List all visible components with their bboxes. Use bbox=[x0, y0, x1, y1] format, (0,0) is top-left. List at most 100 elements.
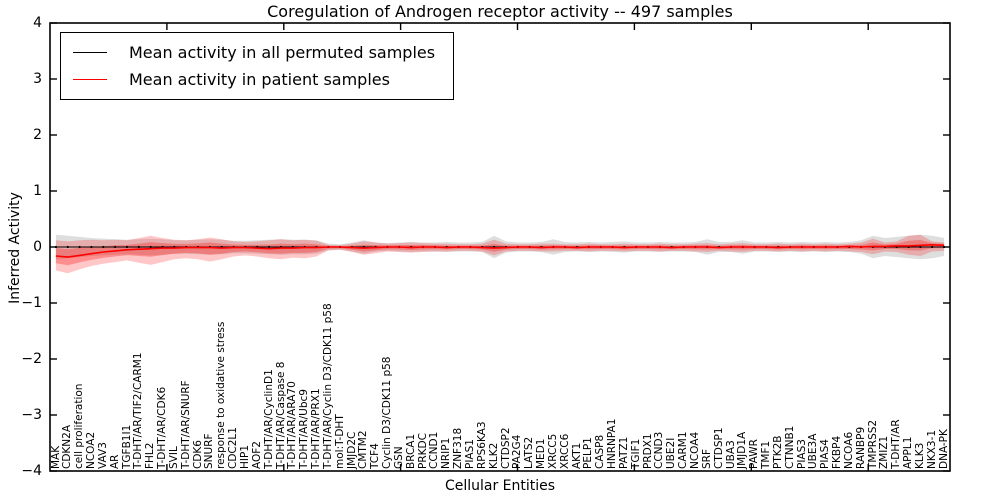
y-tick-label: 0 bbox=[33, 239, 42, 255]
entity-label: T-DHT/AR/Cyclin D3/CDK11 p58 bbox=[321, 303, 334, 469]
entity-label: XRCC5 bbox=[546, 433, 559, 469]
entity-label: UBA3 bbox=[724, 440, 737, 469]
entity-label: AOF2 bbox=[250, 441, 263, 469]
y-tick-label: −3 bbox=[21, 407, 42, 423]
entity-label: BRCA1 bbox=[404, 433, 417, 469]
entity-label: FHL2 bbox=[144, 442, 157, 469]
entity-label: T-DHT/AR/Caspase 8 bbox=[274, 361, 287, 469]
patient-mean-line bbox=[55, 243, 945, 258]
entity-label: KLK2 bbox=[487, 442, 500, 469]
y-tick-label: −2 bbox=[21, 351, 42, 367]
entity-label: NCOA4 bbox=[688, 431, 701, 469]
entity-label: T-DHT/AR/PRX1 bbox=[310, 388, 323, 469]
entity-label: TGFB1I1 bbox=[120, 424, 133, 469]
patient-samples-std-band bbox=[55, 234, 945, 274]
x-axis-label: Cellular Entities bbox=[444, 478, 556, 494]
entity-label: CTDSP2 bbox=[499, 427, 512, 469]
entity-label: CCND3 bbox=[653, 431, 666, 469]
entity-label: CCND1 bbox=[428, 431, 441, 469]
entity-label: UBE3A bbox=[807, 433, 820, 469]
permuted-mean-marker bbox=[931, 245, 934, 249]
entity-label: TCF4 bbox=[369, 443, 382, 469]
legend-line-black-icon bbox=[73, 52, 107, 53]
permuted-mean-marker bbox=[125, 245, 129, 249]
entity-label: HNRNPA1 bbox=[606, 418, 619, 469]
entity-label: JMJD2C bbox=[345, 431, 358, 469]
entity-label: PIAS1 bbox=[463, 439, 476, 469]
entity-label: T-DHT/AR/CDK6 bbox=[156, 386, 169, 469]
legend: Mean activity in all permuted samples Me… bbox=[60, 32, 455, 100]
permuted-mean-marker bbox=[78, 245, 81, 249]
legend-item-permuted: Mean activity in all permuted samples bbox=[73, 39, 435, 66]
entity-label: UBE2I bbox=[665, 437, 678, 469]
entity-label: PELP1 bbox=[582, 437, 595, 469]
entity-label: ZMIZ1 bbox=[878, 435, 891, 469]
entity-label: mol:T-DHT bbox=[333, 414, 346, 469]
legend-label: Mean activity in all permuted samples bbox=[129, 43, 436, 62]
chart-title: Coregulation of Androgen receptor activi… bbox=[267, 2, 733, 21]
entity-label: JMJD1A bbox=[736, 431, 749, 469]
entity-label: CTDSP1 bbox=[712, 427, 725, 469]
y-tick-label: −1 bbox=[21, 295, 42, 311]
entity-label: CARM1 bbox=[677, 431, 690, 469]
entity-label: PRDX1 bbox=[641, 433, 654, 469]
entity-label: SVIL bbox=[167, 446, 180, 469]
entity-label: T-DHT/AR/CyclinD1 bbox=[262, 369, 275, 469]
entity-label: DNA-PK bbox=[937, 429, 950, 469]
entity-label: T-DHT/AR/Ubc9 bbox=[298, 389, 311, 469]
entity-label: PAWR bbox=[748, 439, 761, 469]
entity-label: XRCC6 bbox=[558, 433, 571, 469]
permuted-mean-marker bbox=[919, 245, 922, 249]
entity-label: PATZ1 bbox=[617, 436, 630, 469]
entity-label: RANBP9 bbox=[854, 426, 867, 469]
entity-label: TMF1 bbox=[760, 440, 773, 469]
entity-label: RPS6KA3 bbox=[475, 421, 488, 469]
entity-label: T-DHT/AR/SNURF bbox=[179, 380, 192, 469]
entity-label: HIP1 bbox=[238, 444, 251, 469]
entity-label: AKT1 bbox=[570, 442, 583, 469]
entity-label: MAK bbox=[49, 445, 62, 469]
entity-label: MED1 bbox=[535, 438, 548, 469]
patient-samples-std-band-inner bbox=[55, 240, 945, 266]
legend-item-patient: Mean activity in patient samples bbox=[73, 66, 435, 93]
entity-label: cell proliferation bbox=[73, 383, 86, 469]
entity-label: PTK2B bbox=[771, 435, 784, 469]
entity-label: PRKDC bbox=[416, 433, 429, 469]
entity-label: NCOA6 bbox=[842, 431, 855, 469]
entity-label: CASP8 bbox=[594, 434, 607, 469]
entity-label: CDK6 bbox=[191, 440, 204, 469]
entity-label: Cyclin D3/CDK11 p58 bbox=[381, 356, 394, 469]
y-tick-label: 3 bbox=[33, 71, 42, 87]
entity-label: VAV3 bbox=[96, 442, 109, 469]
entity-label: APPL1 bbox=[902, 436, 915, 469]
y-tick-label: 2 bbox=[33, 127, 42, 143]
entity-label: CMTM2 bbox=[357, 430, 370, 469]
permuted-mean-marker bbox=[114, 245, 117, 249]
entity-label: T-DHT/AR/TIF2/CARM1 bbox=[132, 352, 145, 469]
entity-label: PA2G4 bbox=[511, 434, 524, 469]
entity-label: FKBP4 bbox=[831, 435, 844, 469]
y-tick-label: −4 bbox=[21, 463, 42, 479]
permuted-mean-marker bbox=[90, 245, 93, 249]
entity-label: ZNF318 bbox=[452, 427, 465, 469]
entity-label: KLK3 bbox=[913, 442, 926, 469]
permuted-mean-marker bbox=[137, 245, 140, 249]
entity-label: TMPRSS2 bbox=[866, 419, 879, 469]
entity-label: T-DHT/AR bbox=[890, 419, 903, 469]
entity-label: CTNNB1 bbox=[783, 425, 796, 469]
entity-label: CDKN2A bbox=[61, 424, 74, 469]
entity-label: T-DHT/AR/ARA70 bbox=[286, 381, 299, 469]
entity-label: TGIF1 bbox=[629, 438, 642, 469]
entity-label: SNURF bbox=[203, 433, 216, 469]
entity-label: CDC2L1 bbox=[227, 427, 240, 469]
permuted-mean-marker bbox=[149, 245, 152, 249]
entity-label: SRF bbox=[700, 448, 713, 469]
permuted-mean-marker bbox=[268, 245, 271, 249]
entity-label: response to oxidative stress bbox=[215, 321, 228, 469]
y-tick-label: 4 bbox=[33, 15, 42, 31]
permuted-mean-marker bbox=[102, 245, 105, 249]
entity-label: GSN bbox=[392, 446, 405, 469]
entity-label: AR bbox=[108, 454, 121, 469]
